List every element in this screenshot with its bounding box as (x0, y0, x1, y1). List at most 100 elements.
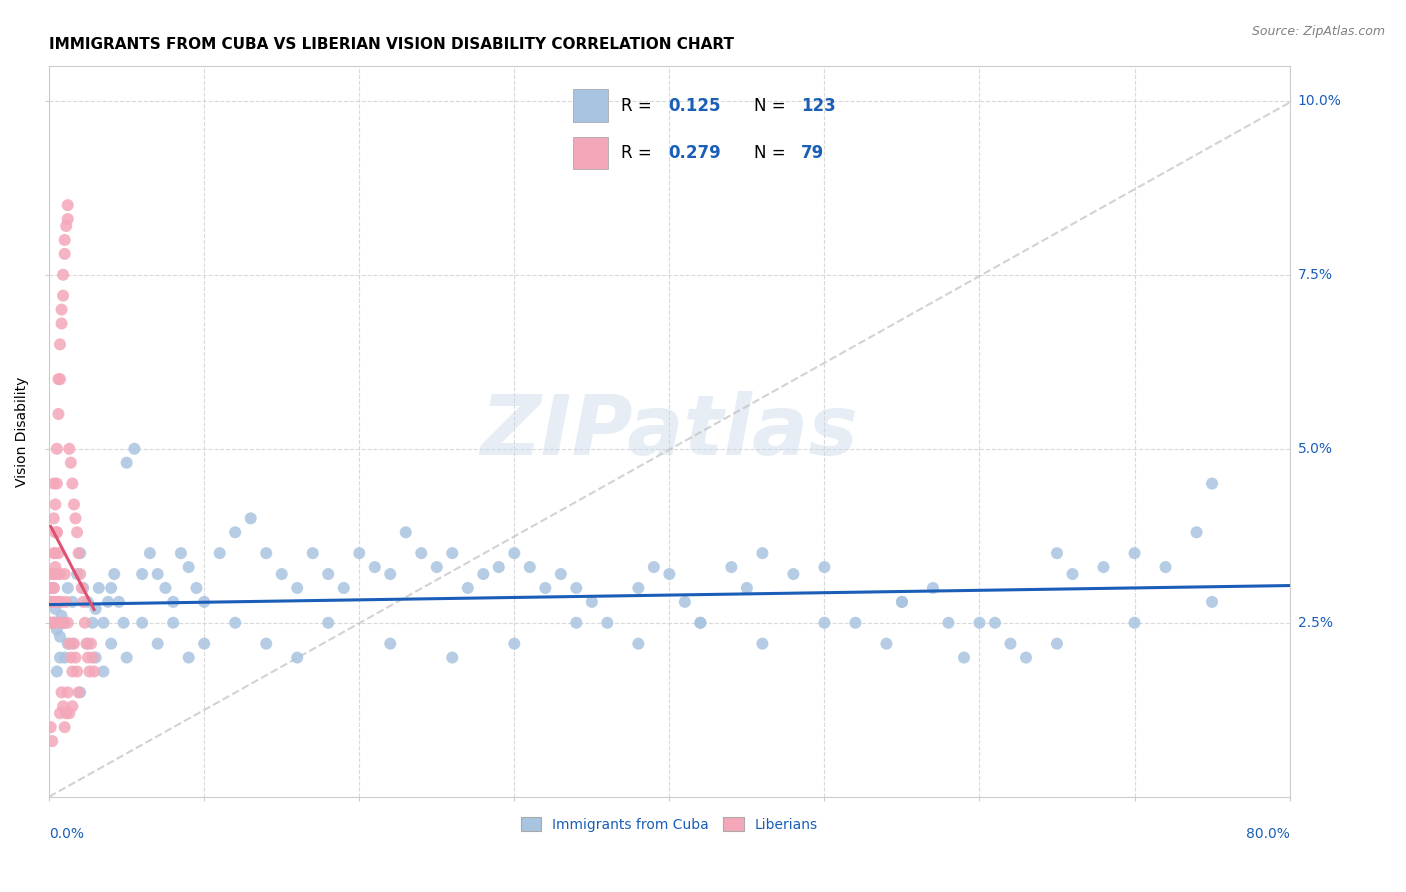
Point (658, 567, 681, 582)
Point (56, 212, 79, 227)
Point (112, 615, 135, 630)
Point (59, 456, 82, 470)
Point (79, 665, 101, 679)
Point (285, 581, 308, 595)
Point (44, 525, 66, 540)
Point (82, 650, 104, 665)
Point (503, 546, 526, 560)
Point (42, 581, 65, 595)
Point (162, 615, 184, 630)
Point (45, 442, 67, 456)
Point (72, 581, 94, 595)
Point (63, 637, 86, 651)
Point (73, 615, 96, 630)
Point (115, 456, 138, 470)
Point (103, 567, 125, 582)
Text: 80.0%: 80.0% (1246, 827, 1289, 841)
Point (44, 595, 66, 609)
Point (45, 525, 67, 540)
Point (56, 198, 79, 212)
Y-axis label: Vision Disability: Vision Disability (15, 376, 30, 486)
Point (1000, 637, 1022, 651)
Point (984, 615, 1007, 630)
Point (55, 595, 77, 609)
Text: 10.0%: 10.0% (1298, 94, 1341, 108)
Point (380, 567, 402, 582)
Point (1046, 637, 1069, 651)
Point (177, 650, 200, 665)
Point (41, 567, 63, 582)
Point (1123, 546, 1146, 560)
Point (69, 546, 91, 560)
Point (55, 219, 77, 233)
Point (208, 546, 231, 560)
Point (45, 567, 67, 582)
Point (177, 560, 200, 574)
Point (53, 247, 76, 261)
Point (844, 615, 866, 630)
Text: 7.5%: 7.5% (1298, 268, 1333, 282)
Point (49, 372, 72, 386)
Point (93, 615, 115, 630)
Point (55, 706, 77, 721)
Point (146, 567, 169, 582)
Point (186, 581, 208, 595)
Point (270, 567, 292, 582)
Point (52, 615, 75, 630)
Point (42, 476, 65, 491)
Point (146, 637, 169, 651)
Point (301, 546, 323, 560)
Point (254, 546, 277, 560)
Point (115, 650, 138, 665)
Point (39, 720, 62, 734)
Point (60, 699, 83, 714)
Point (42, 615, 65, 630)
Point (72, 595, 94, 609)
Point (60, 637, 83, 651)
Point (51, 608, 73, 623)
Point (938, 615, 960, 630)
Point (782, 567, 804, 582)
Point (131, 567, 153, 582)
Point (42, 581, 65, 595)
Point (488, 560, 510, 574)
Point (41, 595, 63, 609)
Point (84, 650, 107, 665)
Point (689, 615, 711, 630)
Point (457, 581, 479, 595)
Point (689, 615, 711, 630)
Point (550, 567, 572, 582)
Point (52, 288, 75, 302)
Point (65, 511, 87, 525)
Point (48, 407, 70, 421)
Point (48, 595, 70, 609)
Point (49, 650, 72, 665)
Point (673, 595, 696, 609)
Point (53, 567, 76, 582)
Text: IMMIGRANTS FROM CUBA VS LIBERIAN VISION DISABILITY CORRELATION CHART: IMMIGRANTS FROM CUBA VS LIBERIAN VISION … (49, 37, 734, 53)
Point (97, 595, 120, 609)
Point (93, 665, 115, 679)
Point (49, 706, 72, 721)
Point (39, 615, 62, 630)
Point (56, 685, 79, 699)
Point (1046, 546, 1069, 560)
Point (969, 615, 991, 630)
Point (39, 595, 62, 609)
Point (67, 546, 90, 560)
Point (316, 567, 339, 582)
Point (49, 630, 72, 644)
Point (39, 581, 62, 595)
Point (42, 511, 65, 525)
Point (77, 637, 100, 651)
Point (332, 581, 354, 595)
Point (224, 615, 246, 630)
Point (108, 595, 131, 609)
Point (77, 650, 100, 665)
Point (48, 595, 70, 609)
Point (193, 595, 215, 609)
Point (1201, 595, 1223, 609)
Point (53, 650, 76, 665)
Point (349, 546, 371, 560)
Point (56, 581, 79, 595)
